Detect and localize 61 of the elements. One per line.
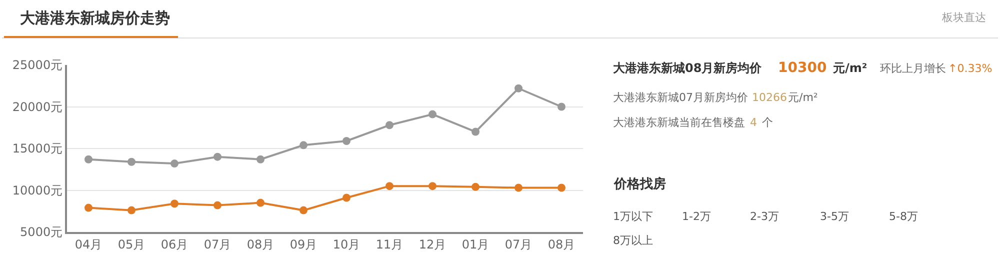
point bbox=[342, 194, 350, 202]
x-tick-label: 08月 bbox=[246, 237, 274, 252]
x-tick-label: 04月 bbox=[74, 237, 102, 252]
text: 3-5万 bbox=[820, 210, 849, 223]
x-tick-label: 12月 bbox=[418, 237, 446, 252]
x-tick-label: 06月 bbox=[160, 237, 188, 252]
point bbox=[514, 84, 522, 92]
point bbox=[84, 204, 92, 212]
text: 大港港东新城07月新房均价 bbox=[613, 91, 748, 104]
y-tick-label: 15000元 bbox=[12, 142, 63, 156]
point bbox=[300, 141, 308, 150]
point bbox=[128, 206, 136, 214]
text: 大港港东新城08月新房均价 bbox=[613, 61, 763, 75]
text: 10266 bbox=[752, 91, 787, 104]
point bbox=[300, 206, 308, 214]
y-tick-label: 5000元 bbox=[20, 225, 63, 240]
text: 10300 bbox=[778, 60, 827, 76]
x-tick-label: 07月 bbox=[204, 237, 232, 252]
text: 元/m² bbox=[788, 91, 818, 104]
text: 板块直达 bbox=[941, 11, 986, 24]
y-tick-label: 25000元 bbox=[12, 58, 63, 72]
point bbox=[84, 155, 92, 164]
x-tick-label: 10月 bbox=[332, 237, 360, 252]
point bbox=[256, 155, 264, 164]
point bbox=[472, 182, 480, 191]
x-tick-label: 07月 bbox=[504, 237, 532, 252]
text: 4 bbox=[750, 116, 757, 129]
text: 1万以下 bbox=[613, 210, 653, 223]
y-tick-label: 10000元 bbox=[12, 183, 63, 198]
point bbox=[170, 200, 178, 208]
point bbox=[472, 128, 480, 136]
text: 5-8万 bbox=[889, 210, 918, 223]
point bbox=[256, 198, 264, 207]
x-tick-label: 08月 bbox=[548, 237, 576, 252]
point bbox=[214, 201, 222, 210]
y-tick-label: 20000元 bbox=[12, 100, 63, 114]
point bbox=[386, 182, 394, 190]
point bbox=[342, 136, 350, 145]
text: 1-2万 bbox=[682, 210, 711, 223]
text: 价格找房 bbox=[613, 176, 666, 192]
text: 环比上月增长 bbox=[880, 62, 946, 75]
text: 元/m² bbox=[832, 61, 868, 75]
text: 2-3万 bbox=[750, 210, 779, 223]
x-tick-label: 01月 bbox=[462, 237, 490, 252]
x-tick-label: 09月 bbox=[290, 237, 318, 252]
text: 大港港东新城当前在售楼盘 bbox=[613, 116, 745, 129]
point bbox=[558, 184, 566, 192]
point bbox=[128, 158, 136, 166]
point bbox=[386, 121, 394, 130]
point bbox=[170, 160, 178, 168]
point bbox=[558, 102, 566, 111]
point bbox=[428, 110, 436, 118]
text: ↑0.33% bbox=[948, 62, 992, 75]
text: 个 bbox=[762, 116, 773, 129]
chart-title: 大港港东新城房价走势 bbox=[20, 9, 170, 27]
x-tick-label: 05月 bbox=[118, 237, 146, 252]
point bbox=[428, 182, 436, 190]
point bbox=[514, 184, 522, 192]
point bbox=[214, 152, 222, 161]
text: 8万以上 bbox=[613, 234, 653, 247]
x-tick-label: 11月 bbox=[376, 237, 404, 252]
